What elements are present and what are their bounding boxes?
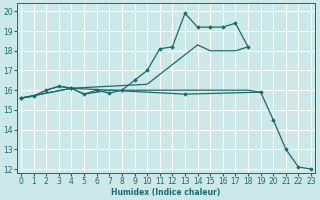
X-axis label: Humidex (Indice chaleur): Humidex (Indice chaleur)	[111, 188, 221, 197]
